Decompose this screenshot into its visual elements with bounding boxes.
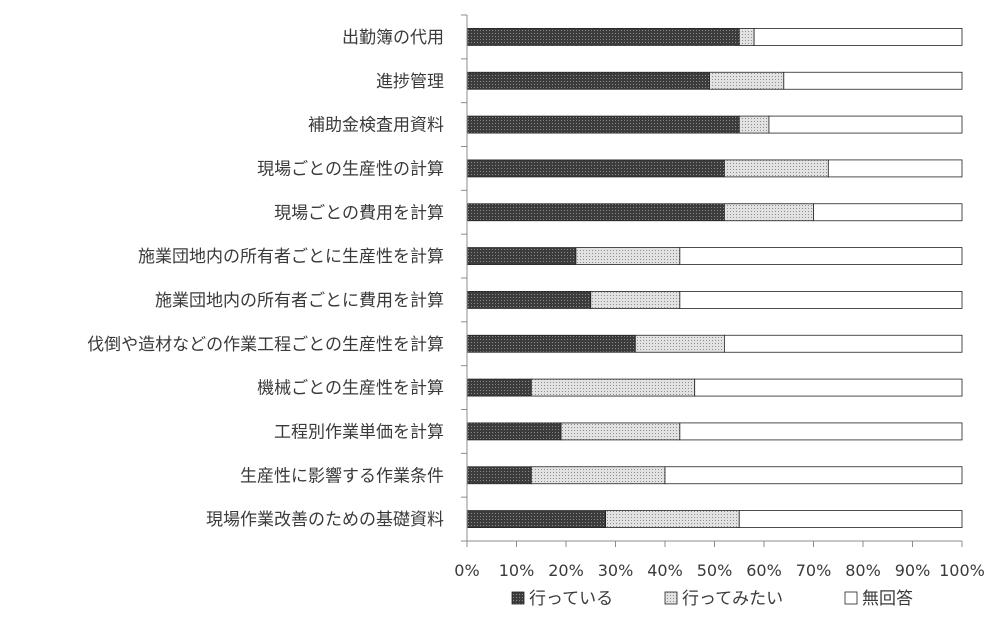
bar-segment-1-row-5 [466, 203, 725, 222]
bar-segment-1-row-12 [466, 510, 607, 528]
bars-layer [466, 28, 963, 528]
category-label: 伐倒や造材などの作業工程ごとの生産性を計算 [87, 335, 444, 355]
legend-label-3: 無回答 [862, 589, 913, 609]
bar-segment-1-row-6 [466, 247, 577, 265]
legend-swatch-1 [511, 591, 525, 605]
category-label: 施業団地内の所有者ごとに生産性を計算 [138, 247, 444, 267]
bar-segment-1-row-1 [466, 28, 740, 46]
bar-segment-3-row-10 [679, 422, 963, 441]
bar-segment-3-row-12 [738, 510, 963, 528]
axis-layer [461, 14, 963, 547]
bar-segment-3-row-6 [679, 247, 963, 265]
bar-segment-3-row-8 [724, 334, 963, 353]
bar-segment-3-row-5 [813, 203, 963, 222]
x-tick-label: 30% [598, 561, 634, 580]
x-tick-label: 0% [454, 561, 479, 580]
bar-segment-2-row-12 [605, 510, 740, 528]
bar-segment-3-row-4 [827, 159, 963, 178]
x-tick-label: 60% [746, 561, 782, 580]
legend-label-1: 行っている [529, 589, 613, 609]
bar-segment-3-row-3 [768, 115, 963, 134]
category-label: 補助金検査用資料 [308, 116, 444, 136]
labels-layer: 出勤簿の代用進捗管理補助金検査用資料現場ごとの生産性の計算現場ごとの費用を計算施… [87, 28, 985, 580]
bar-segment-1-row-4 [466, 159, 725, 178]
bar-segment-1-row-9 [466, 378, 532, 397]
category-label: 施業団地内の所有者ごとに費用を計算 [155, 291, 444, 311]
bar-segment-1-row-11 [466, 466, 532, 485]
category-label: 現場ごとの生産性の計算 [257, 159, 444, 179]
category-label: 現場ごとの費用を計算 [274, 203, 444, 223]
bar-segment-2-row-5 [724, 203, 814, 222]
bar-segment-3-row-7 [679, 291, 963, 309]
bar-segment-1-row-8 [466, 334, 636, 353]
legend-label-2: 行ってみたい [682, 589, 783, 609]
bar-segment-2-row-6 [575, 247, 681, 265]
bar-segment-2-row-8 [634, 334, 725, 353]
bar-segment-2-row-1 [738, 28, 755, 46]
category-label: 進捗管理 [376, 72, 444, 92]
bar-segment-1-row-3 [466, 115, 740, 134]
bar-segment-2-row-11 [530, 466, 666, 485]
bar-segment-2-row-10 [560, 422, 681, 441]
x-tick-label: 90% [895, 561, 931, 580]
legend-swatch-3 [844, 591, 858, 605]
bar-segment-2-row-7 [590, 291, 681, 309]
x-tick-label: 80% [845, 561, 881, 580]
category-label: 現場作業改善のための基礎資料 [206, 510, 444, 530]
bar-segment-1-row-7 [466, 291, 592, 309]
x-tick-label: 50% [697, 561, 733, 580]
legend-swatch-2 [664, 591, 678, 605]
x-tick-label: 10% [499, 561, 535, 580]
category-label: 出勤簿の代用 [342, 28, 444, 48]
bar-segment-2-row-2 [709, 71, 785, 90]
bar-segment-1-row-2 [466, 71, 710, 90]
legend: 行っている 行ってみたい 無回答 [511, 589, 913, 609]
bar-segment-1-row-10 [466, 422, 562, 441]
bar-segment-3-row-2 [783, 71, 963, 90]
x-tick-label: 100% [939, 561, 985, 580]
bar-segment-3-row-11 [664, 466, 963, 485]
x-tick-label: 20% [548, 561, 584, 580]
bar-segment-2-row-4 [724, 159, 829, 178]
category-label: 生産性に影響する作業条件 [240, 466, 444, 486]
bar-segment-3-row-1 [753, 28, 963, 46]
bar-segment-3-row-9 [694, 378, 963, 397]
x-tick-label: 40% [647, 561, 683, 580]
x-tick-label: 70% [796, 561, 832, 580]
category-label: 機械ごとの生産性を計算 [257, 379, 444, 399]
bar-segment-2-row-3 [738, 115, 770, 134]
bar-segment-2-row-9 [530, 378, 696, 397]
category-label: 工程別作業単価を計算 [274, 422, 444, 442]
